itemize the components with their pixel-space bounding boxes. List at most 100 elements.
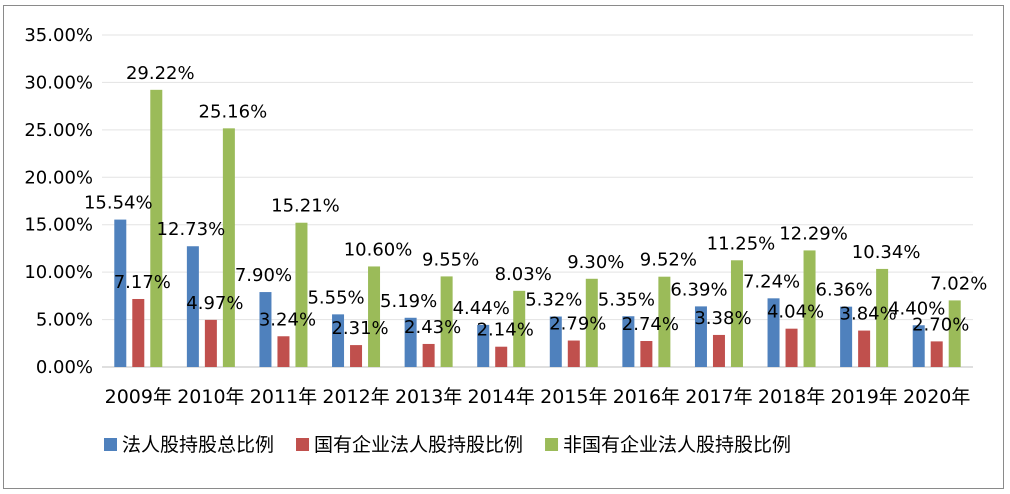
bar bbox=[549, 316, 562, 367]
x-tick-label: 2011年 bbox=[250, 386, 317, 408]
bar bbox=[114, 219, 127, 367]
data-label: 8.03% bbox=[495, 264, 552, 285]
data-label: 11.25% bbox=[707, 233, 776, 254]
bar bbox=[477, 324, 490, 367]
y-tick-label: 10.00% bbox=[24, 262, 93, 283]
y-tick-label: 5.00% bbox=[36, 310, 93, 331]
data-label: 4.40% bbox=[888, 298, 945, 319]
data-label: 9.52% bbox=[640, 250, 697, 271]
data-label: 2.74% bbox=[622, 314, 679, 335]
x-tick-label: 2009年 bbox=[105, 386, 172, 408]
data-label: 4.04% bbox=[767, 302, 824, 323]
bar bbox=[948, 300, 961, 367]
bar bbox=[513, 290, 526, 367]
chart-frame bbox=[3, 5, 1004, 489]
bar bbox=[440, 276, 453, 367]
data-label: 2.31% bbox=[331, 318, 388, 339]
y-tick-label: 25.00% bbox=[24, 120, 93, 141]
data-label: 3.24% bbox=[259, 309, 316, 330]
x-tick-label: 2012年 bbox=[322, 386, 389, 408]
bar bbox=[622, 316, 635, 367]
y-tick-label: 15.00% bbox=[24, 215, 93, 236]
bar bbox=[495, 346, 508, 367]
x-axis-ticks: 2009年 2010年 2011年 2012年 2013年 2014年 2015年 2016年… bbox=[105, 386, 971, 408]
data-label: 7.17% bbox=[114, 272, 171, 293]
data-label: 25.16% bbox=[199, 101, 268, 122]
y-axis-ticks: 0.00% 5.00% 10.00% 15.00% 20.00% 25.00% 30.00%… bbox=[24, 25, 93, 378]
data-label: 12.73% bbox=[157, 219, 226, 240]
data-label: 6.39% bbox=[670, 279, 727, 300]
x-tick-label: 2018年 bbox=[758, 386, 825, 408]
x-tick-label: 2013年 bbox=[395, 386, 462, 408]
data-label: 29.22% bbox=[126, 63, 195, 84]
data-label: 2.70% bbox=[912, 314, 969, 335]
x-tick-label: 2019年 bbox=[830, 386, 897, 408]
bar bbox=[730, 260, 743, 367]
data-label: 4.44% bbox=[453, 298, 510, 319]
data-label: 3.38% bbox=[694, 308, 751, 329]
data-label: 12.29% bbox=[779, 223, 848, 244]
x-tick-label: 2010年 bbox=[177, 386, 244, 408]
x-tick-label: 2015年 bbox=[540, 386, 607, 408]
bar bbox=[858, 330, 871, 367]
x-tick-label: 2014年 bbox=[468, 386, 535, 408]
data-label: 5.32% bbox=[525, 290, 582, 311]
data-label: 15.21% bbox=[271, 196, 340, 217]
bar bbox=[876, 268, 889, 367]
legend-label: 国有企业法人股持股比例 bbox=[314, 434, 523, 456]
bar bbox=[277, 336, 290, 367]
bar bbox=[840, 306, 853, 367]
x-tick-label: 2020年 bbox=[903, 386, 970, 408]
bar bbox=[803, 250, 816, 367]
bar bbox=[350, 345, 363, 367]
bar bbox=[368, 266, 381, 367]
data-label: 15.54% bbox=[84, 193, 153, 214]
data-label: 9.55% bbox=[422, 249, 479, 270]
y-tick-label: 0.00% bbox=[36, 357, 93, 378]
data-label: 10.34% bbox=[852, 242, 921, 263]
bar bbox=[912, 325, 925, 367]
legend-swatch bbox=[296, 438, 310, 451]
data-label: 2.14% bbox=[477, 320, 534, 341]
bar bbox=[404, 317, 417, 367]
legend-label: 法人股持股总比例 bbox=[122, 434, 274, 456]
data-labels: 15.54% 7.17% 29.22% 12.73% 4.97% 25.16% 7.90% 3… bbox=[84, 63, 987, 341]
y-tick-label: 35.00% bbox=[24, 25, 93, 46]
data-label: 3.84% bbox=[840, 304, 897, 325]
bar bbox=[422, 343, 435, 367]
bar bbox=[567, 340, 580, 367]
bar bbox=[204, 319, 217, 367]
bars bbox=[114, 89, 961, 368]
bar bbox=[785, 328, 798, 367]
legend-swatch bbox=[545, 438, 559, 451]
legend-swatch bbox=[104, 438, 117, 451]
bar bbox=[712, 334, 725, 367]
bar bbox=[767, 298, 780, 367]
data-label: 7.02% bbox=[930, 273, 987, 294]
data-label: 5.55% bbox=[307, 287, 364, 308]
bar bbox=[658, 276, 671, 367]
bar bbox=[132, 298, 145, 367]
data-label: 9.30% bbox=[567, 252, 624, 273]
gridlines bbox=[102, 34, 973, 368]
bar bbox=[295, 222, 308, 367]
data-label: 2.43% bbox=[404, 317, 461, 338]
data-label: 5.35% bbox=[598, 289, 655, 310]
data-label: 10.60% bbox=[344, 239, 413, 260]
y-tick-label: 20.00% bbox=[24, 167, 93, 188]
data-label: 4.97% bbox=[186, 293, 243, 314]
bar bbox=[222, 128, 235, 367]
bar bbox=[930, 341, 943, 367]
legend: 法人股持股总比例 国有企业法人股持股比例 非国有企业法人股持股比例 bbox=[104, 434, 791, 456]
bar bbox=[585, 278, 598, 367]
data-label: 6.36% bbox=[816, 280, 873, 301]
data-label: 7.24% bbox=[743, 271, 800, 292]
bar bbox=[694, 306, 707, 367]
bar bbox=[259, 292, 272, 367]
data-label: 7.90% bbox=[235, 265, 292, 286]
y-tick-label: 30.00% bbox=[24, 72, 93, 93]
bar bbox=[186, 246, 199, 367]
x-tick-label: 2016年 bbox=[613, 386, 680, 408]
x-tick-label: 2017年 bbox=[685, 386, 752, 408]
